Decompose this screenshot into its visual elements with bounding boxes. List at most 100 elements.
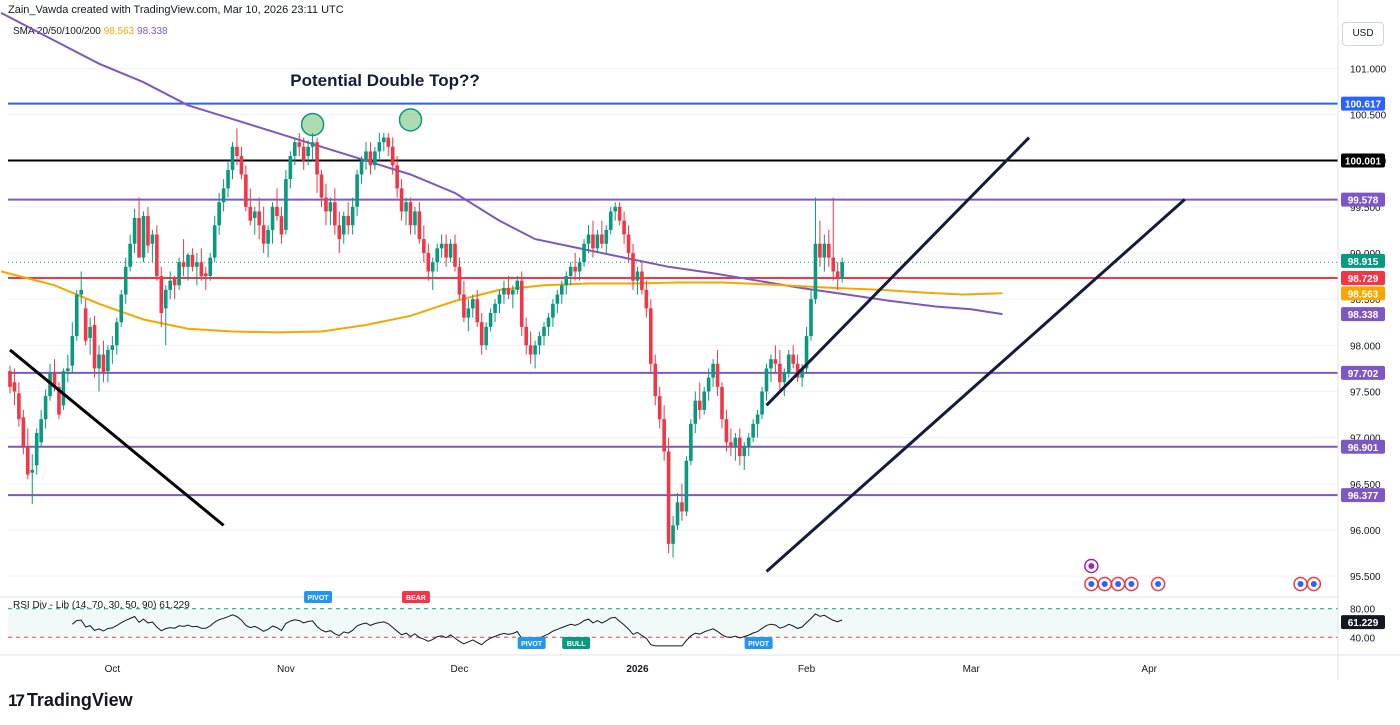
candle-body[interactable] [702,391,706,410]
candle-body[interactable] [110,345,115,350]
candle-body[interactable] [644,289,649,309]
candle-body[interactable] [328,202,333,212]
candle-body[interactable] [8,371,12,387]
candle-body[interactable] [751,423,755,438]
first-top-marker[interactable] [300,112,325,137]
indicator-legend[interactable]: SMA 20/50/100/200 98.563 98.338 [13,26,168,37]
candle-body[interactable] [662,419,666,452]
candle-body[interactable] [408,202,413,226]
candle-body[interactable] [346,216,350,226]
candle-body[interactable] [755,414,760,424]
candle-body[interactable] [208,257,213,277]
candle-body[interactable] [88,326,92,338]
candle-body[interactable] [17,393,21,420]
candle-body[interactable] [359,160,364,175]
candle-body[interactable] [430,262,435,272]
price-tag[interactable] [1341,96,1385,111]
candle-body[interactable] [137,217,141,258]
candle-body[interactable] [493,303,497,313]
candle-body[interactable] [502,288,506,295]
candle-body[interactable] [697,400,702,410]
candle-body[interactable] [373,151,377,166]
candle-body[interactable] [337,225,342,240]
bull-marker[interactable] [562,637,591,649]
candle-body[interactable] [315,142,319,175]
candle-body[interactable] [568,266,573,277]
bull-pivot-marker[interactable] [517,637,546,649]
candle-body[interactable] [724,419,729,443]
candle-body[interactable] [555,294,560,304]
candle-body[interactable] [835,271,840,279]
channel-upper-line[interactable] [765,136,1031,407]
tradingview-logo[interactable]: 17 TradingView [8,690,133,711]
candle-body[interactable] [248,206,253,221]
candle-body[interactable] [769,359,773,369]
candle-body[interactable] [350,206,355,226]
candle-body[interactable] [34,433,39,466]
candle-body[interactable] [809,299,813,337]
candle-body[interactable] [626,234,631,253]
price-tag[interactable] [1341,192,1385,207]
candle-body[interactable] [83,308,88,341]
candle-body[interactable] [404,202,408,212]
candle-body[interactable] [261,225,266,244]
candle-body[interactable] [671,525,675,544]
rsi-value-tag[interactable] [1341,615,1385,630]
candle-body[interactable] [591,234,595,249]
candle-body[interactable] [324,197,328,212]
candle-body[interactable] [230,146,235,170]
candle-body[interactable] [221,188,226,203]
candle-body[interactable] [795,363,800,378]
candle-body[interactable] [435,248,439,263]
candle-body[interactable] [608,211,613,230]
candle-body[interactable] [439,243,444,249]
candle-body[interactable] [457,266,462,295]
bear-marker[interactable] [401,591,430,603]
candle-body[interactable] [519,280,524,327]
candle-body[interactable] [395,165,399,189]
price-tag[interactable] [1341,253,1385,268]
candle-body[interactable] [52,373,57,387]
candle-body[interactable] [666,451,671,544]
price-tag[interactable] [1341,439,1385,454]
candle-body[interactable] [252,211,257,218]
rsi-legend[interactable]: RSI Div - Lib (14, 70, 30, 50, 90) 61.22… [13,600,190,611]
candle-body[interactable] [640,271,644,290]
candle-body[interactable] [542,326,546,337]
candle-body[interactable] [831,257,836,272]
candle-body[interactable] [279,216,284,235]
candle-body[interactable] [813,243,818,300]
candle-body[interactable] [355,174,359,207]
candle-body[interactable] [186,254,190,267]
candle-body[interactable] [310,142,315,147]
candle-body[interactable] [595,234,600,249]
candle-body[interactable] [524,326,528,346]
candle-body[interactable] [657,396,662,420]
candle-body[interactable] [168,280,172,290]
candle-body[interactable] [488,313,493,327]
candle-body[interactable] [115,322,119,346]
sma-line[interactable] [0,12,1003,316]
candle-body[interactable] [284,179,288,230]
candle-body[interactable] [293,142,297,157]
candle-body[interactable] [689,423,693,461]
candle-body[interactable] [195,262,199,267]
candle-body[interactable] [479,322,484,346]
candle-body[interactable] [106,349,110,372]
candle-body[interactable] [382,137,386,143]
candle-body[interactable] [462,294,466,318]
candle-body[interactable] [515,280,520,290]
candle-body[interactable] [226,169,230,189]
candle-body[interactable] [800,368,804,378]
candle-body[interactable] [244,174,248,207]
candle-body[interactable] [257,211,261,226]
candle-body[interactable] [239,156,244,175]
candle-body[interactable] [528,345,533,355]
candle-body[interactable] [306,146,310,157]
candle-body[interactable] [706,377,711,392]
candle-body[interactable] [341,216,346,235]
candle-body[interactable] [417,211,422,240]
candle-body[interactable] [631,252,635,281]
candle-body[interactable] [560,285,564,295]
price-tag[interactable] [1341,286,1385,301]
